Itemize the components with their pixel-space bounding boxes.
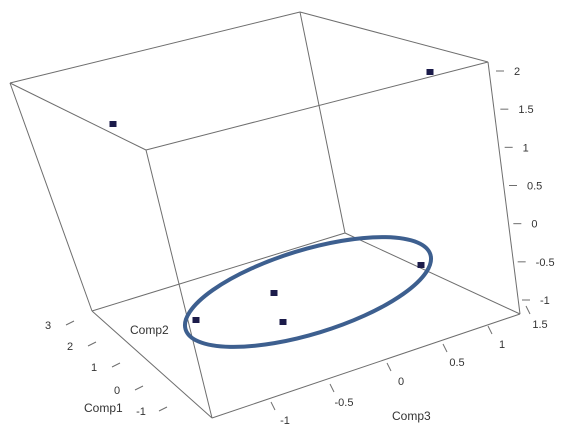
comp1-tick-mark <box>111 362 121 368</box>
box-edge <box>344 232 521 315</box>
comp1-tick-label: 2 <box>67 341 73 353</box>
data-point <box>270 290 278 296</box>
box-edge <box>299 11 489 63</box>
comp1-tick-mark <box>158 406 168 412</box>
z-tick-label: 1 <box>523 142 529 154</box>
box-edge <box>9 11 301 84</box>
comp3-tick-label: -1 <box>280 415 290 427</box>
box-edge <box>91 232 346 312</box>
comp3-axis-ticks: -1 -0.5 0 0.5 1 1.5 <box>270 305 548 427</box>
comp3-tick-label: 0 <box>398 376 404 388</box>
comp3-tick-mark <box>386 362 392 372</box>
comp1-axis-label: Comp1 <box>84 401 123 415</box>
z-axis-ticks: -1 -0.5 0 0.5 1 1.5 2 <box>496 66 555 307</box>
annotation-ellipse <box>182 235 434 349</box>
comp1-tick-label: 1 <box>91 362 97 374</box>
z-tick-label: 0.5 <box>527 181 542 193</box>
box-edge <box>211 313 521 419</box>
comp3-tick-mark <box>525 305 531 315</box>
comp1-tick-mark <box>134 385 144 391</box>
comp3-tick-mark <box>329 383 335 393</box>
comp3-axis-label: Comp3 <box>392 409 431 423</box>
comp2-axis-label: Comp2 <box>130 323 169 337</box>
box-edge <box>9 82 93 312</box>
data-point <box>192 317 200 323</box>
data-point <box>417 262 425 268</box>
data-point <box>279 319 287 325</box>
comp3-tick-mark <box>270 401 276 411</box>
z-tick-label: -1 <box>540 295 550 307</box>
data-point <box>426 69 434 75</box>
comp3-tick-mark <box>442 343 448 353</box>
comp1-tick-mark <box>87 341 97 347</box>
z-tick-label: 2 <box>514 66 520 78</box>
comp3-tick-label: 1.5 <box>532 319 547 331</box>
z-tick-label: 1.5 <box>518 104 533 116</box>
z-tick-label: -0.5 <box>536 257 555 269</box>
comp3-tick-label: 0.5 <box>449 357 464 369</box>
comp3-tick-label: 1 <box>499 339 505 351</box>
data-point <box>109 121 117 127</box>
comp1-tick-label: -1 <box>136 406 146 418</box>
box-edge <box>145 61 489 151</box>
box-edge <box>299 11 346 234</box>
comp3-tick-label: -0.5 <box>335 397 354 409</box>
comp1-tick-label: 3 <box>45 320 51 332</box>
box-edge <box>9 82 147 151</box>
bounding-box <box>9 11 521 419</box>
box-edge <box>91 310 213 419</box>
comp3-tick-mark <box>487 325 493 335</box>
data-points <box>109 69 434 325</box>
comp1-axis-ticks: -1 0 1 2 3 <box>45 320 168 418</box>
comp1-tick-mark <box>65 320 75 326</box>
box-edge <box>487 61 521 315</box>
z-tick-label: 0 <box>531 219 537 231</box>
comp1-tick-label: 0 <box>114 385 120 397</box>
